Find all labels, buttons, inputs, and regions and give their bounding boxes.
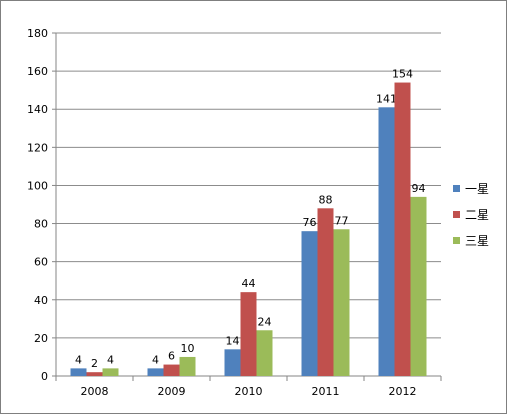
y-tick-label: 40 — [34, 294, 48, 307]
bar — [333, 229, 350, 376]
x-tick-label: 2008 — [81, 385, 109, 398]
y-tick-label: 160 — [27, 65, 48, 78]
data-label: 10 — [181, 342, 195, 355]
legend-label-series-3: 三星 — [465, 233, 490, 248]
y-tick-label: 60 — [34, 256, 48, 269]
x-tick-label: 2012 — [389, 385, 417, 398]
legend-item-series-2: 二星 — [453, 201, 489, 227]
data-label: 4 — [75, 353, 82, 366]
y-tick-label: 80 — [34, 218, 48, 231]
bar — [102, 368, 119, 376]
legend: 一星 二星 三星 — [453, 175, 489, 253]
legend-label-series-1: 一星 — [465, 181, 490, 196]
bar — [301, 231, 318, 376]
legend-item-series-1: 一星 — [453, 175, 489, 201]
bar — [317, 208, 334, 376]
data-label: 6 — [168, 350, 175, 363]
bar — [410, 196, 427, 376]
data-label: 14 — [226, 334, 240, 347]
bar — [378, 107, 395, 377]
data-label: 77 — [335, 214, 349, 227]
bar — [163, 364, 180, 376]
data-label: 76 — [303, 216, 317, 229]
y-tick-label: 120 — [27, 141, 48, 154]
bar — [256, 330, 273, 376]
y-tick-label: 20 — [34, 332, 48, 345]
data-label: 24 — [258, 315, 272, 328]
x-tick-label: 2009 — [158, 385, 186, 398]
data-label: 44 — [242, 277, 256, 290]
legend-item-series-3: 三星 — [453, 227, 489, 253]
data-label: 94 — [412, 182, 426, 195]
bar — [179, 356, 196, 376]
legend-swatch-series-1 — [453, 184, 460, 192]
bar — [86, 372, 103, 376]
data-label: 2 — [91, 357, 98, 370]
y-tick-label: 180 — [27, 27, 48, 40]
data-label: 141 — [376, 92, 397, 105]
x-tick-label: 2010 — [235, 385, 263, 398]
legend-swatch-series-2 — [453, 210, 460, 218]
bar — [70, 368, 87, 376]
data-label: 4 — [107, 353, 114, 366]
data-label: 88 — [319, 193, 333, 206]
y-tick-label: 0 — [41, 370, 48, 383]
bar — [224, 349, 241, 376]
data-label: 4 — [152, 353, 159, 366]
bar — [147, 368, 164, 376]
bar — [394, 82, 411, 377]
bar — [240, 292, 257, 376]
data-label: 154 — [392, 68, 413, 81]
y-tick-label: 100 — [27, 179, 48, 192]
y-tick-label: 140 — [27, 103, 48, 116]
x-tick-label: 2011 — [312, 385, 340, 398]
legend-label-series-2: 二星 — [465, 207, 490, 222]
legend-swatch-series-3 — [453, 236, 460, 244]
